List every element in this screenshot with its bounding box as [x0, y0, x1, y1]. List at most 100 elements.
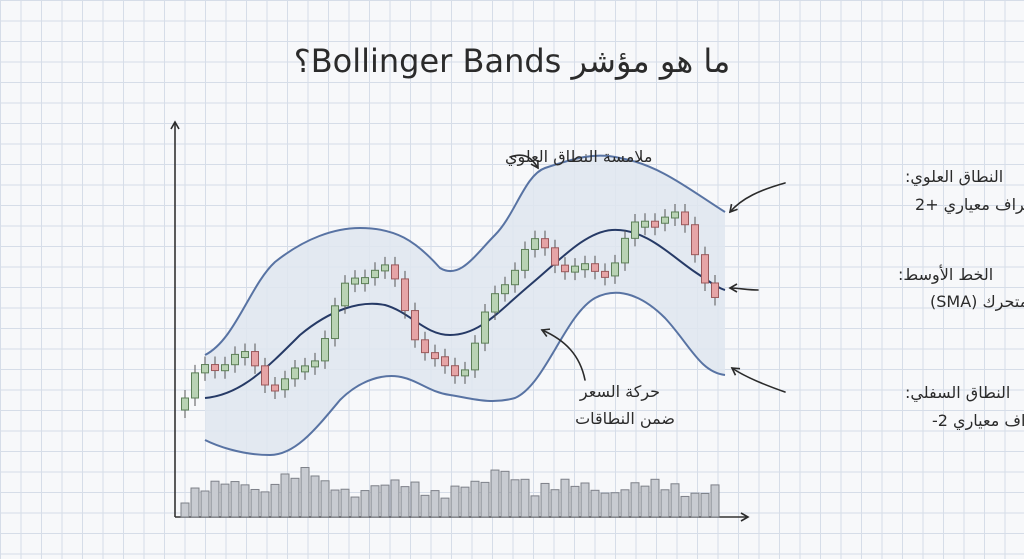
- price-action-line2: ضمن النطاقات: [575, 409, 675, 429]
- candle-body: [651, 220, 659, 228]
- volume-bar: [520, 478, 530, 518]
- volume-bar: [510, 479, 520, 518]
- volume-bar: [630, 482, 640, 518]
- lower-band-detail: انحراف معياري 2-: [932, 411, 1024, 431]
- arrow: [728, 283, 759, 293]
- volume-bar: [260, 491, 270, 518]
- candle-body: [591, 263, 599, 272]
- candle-body: [661, 216, 669, 224]
- candle-body: [641, 220, 649, 228]
- candle-body: [291, 367, 299, 380]
- volume-bar: [690, 492, 700, 518]
- lower-band-label: النطاق السفلي:: [905, 383, 1010, 403]
- candle-body: [311, 360, 319, 368]
- candle-body: [601, 270, 609, 278]
- arrow: [509, 154, 539, 170]
- candle-body: [201, 364, 209, 374]
- volume-bar: [430, 490, 440, 518]
- candle-body: [531, 238, 539, 250]
- volume-bar: [500, 470, 510, 518]
- band-area: [205, 155, 725, 455]
- volume-bar: [640, 485, 650, 518]
- volume-bar: [610, 492, 620, 518]
- volume-bar: [580, 482, 590, 518]
- volume-bar: [390, 479, 400, 518]
- volume-bar: [210, 480, 220, 518]
- volume-bar: [660, 489, 670, 518]
- candle-body: [551, 247, 559, 266]
- candle-body: [341, 282, 349, 307]
- volume-bar: [280, 473, 290, 518]
- candle-body: [221, 364, 229, 372]
- candle-body: [261, 365, 269, 386]
- volume-bar: [620, 489, 630, 518]
- volume-bar: [190, 487, 200, 518]
- candle-body: [281, 378, 289, 391]
- volume-bar: [460, 486, 470, 518]
- candle-body: [541, 238, 549, 249]
- volume-bar: [250, 488, 260, 518]
- candles: [181, 203, 719, 418]
- candle-body: [711, 282, 719, 298]
- candle-body: [631, 221, 639, 239]
- candle-body: [621, 237, 629, 264]
- candle-body: [681, 211, 689, 226]
- candle-body: [431, 352, 439, 360]
- volume-bar: [670, 483, 680, 518]
- volume-bar: [330, 489, 340, 518]
- volume-bars: [180, 467, 720, 518]
- volume-bar: [480, 481, 490, 518]
- candle-body: [451, 365, 459, 377]
- candle-body: [691, 224, 699, 256]
- middle-line-label: الخط الأوسط:: [898, 264, 993, 285]
- arrow: [730, 367, 786, 393]
- volume-bar: [370, 485, 380, 518]
- volume-bar: [180, 502, 190, 518]
- volume-bar: [450, 485, 460, 518]
- lower-band: [204, 291, 726, 457]
- volume-bar: [600, 492, 610, 518]
- volume-bar: [340, 488, 350, 518]
- candle-body: [421, 339, 429, 354]
- upper-band-detail: انحراف معياري +2: [915, 195, 1024, 215]
- upper-touch-note: ملامسة النطاق العلوي: [505, 147, 652, 167]
- volume-bar: [360, 490, 370, 518]
- price-action-line1: حركة السعر: [579, 382, 660, 402]
- candle-body: [561, 264, 569, 273]
- volume-bar: [420, 494, 430, 518]
- volume-bar: [400, 486, 410, 518]
- candle-body: [571, 265, 579, 273]
- candle-body: [521, 248, 529, 271]
- candle-body: [181, 397, 189, 411]
- candle-body: [671, 211, 679, 219]
- candle-body: [211, 364, 219, 372]
- volume-bar: [200, 490, 210, 518]
- middle-line: [204, 228, 726, 399]
- candle-body: [481, 311, 489, 344]
- candle-body: [511, 269, 519, 286]
- volume-bar: [540, 482, 550, 518]
- candle-body: [231, 353, 239, 366]
- volume-bar: [230, 481, 240, 518]
- volume-bar: [700, 492, 710, 518]
- volume-bar: [300, 467, 310, 518]
- volume-bar: [240, 484, 250, 518]
- volume-bar: [570, 485, 580, 518]
- candle-body: [411, 310, 419, 341]
- arrow: [728, 182, 786, 214]
- volume-bar: [270, 483, 280, 518]
- candle-body: [581, 263, 589, 271]
- candle-body: [251, 351, 259, 367]
- title: ما هو مؤشر Bollinger Bands؟: [294, 42, 731, 80]
- volume-bar: [310, 475, 320, 518]
- volume-bar: [320, 480, 330, 518]
- candle-body: [271, 384, 279, 392]
- volume-bar: [440, 497, 450, 518]
- volume-bar: [650, 478, 660, 518]
- volume-bar: [680, 495, 690, 518]
- candle-body: [401, 278, 409, 312]
- upper-band-label: النطاق العلوي:: [905, 167, 1003, 187]
- upper-band: [204, 154, 726, 356]
